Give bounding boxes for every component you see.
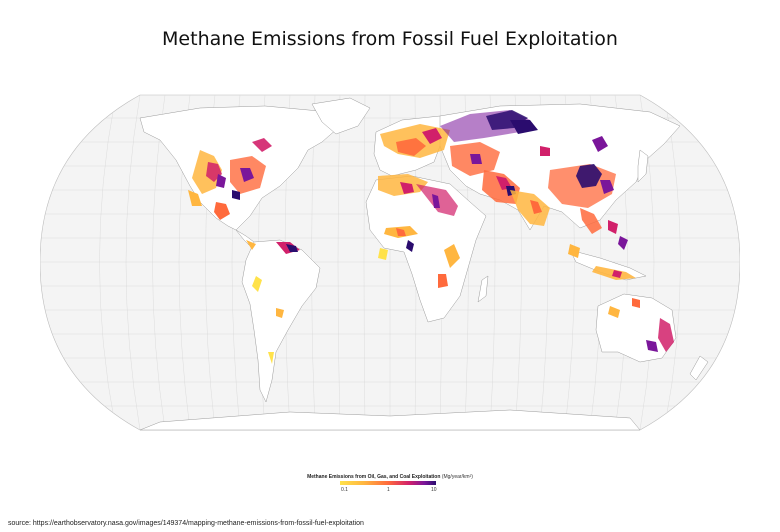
new-zealand	[689, 355, 709, 381]
greenland	[311, 97, 371, 135]
legend-tick-max: 10	[431, 487, 437, 493]
legend-color-bar	[340, 481, 436, 485]
emission-hotspots	[188, 110, 674, 364]
africa	[365, 175, 487, 323]
legend-label: Methane Emissions from Oil, Gas, and Coa…	[307, 474, 441, 480]
madagascar	[477, 275, 489, 303]
legend-tick-min: 0.1	[341, 487, 348, 493]
legend-unit: (Mg/year/km²)	[441, 474, 473, 480]
antarctica	[139, 409, 641, 431]
source-credit: source: https://earthobservatory.nasa.go…	[8, 520, 364, 527]
japan	[637, 149, 649, 183]
legend-title: Methane Emissions from Oil, Gas, and Coa…	[290, 474, 490, 480]
map-title: Methane Emissions from Fossil Fuel Explo…	[162, 28, 618, 50]
legend-tick-mid: 1	[387, 487, 390, 493]
world-map	[40, 94, 740, 431]
